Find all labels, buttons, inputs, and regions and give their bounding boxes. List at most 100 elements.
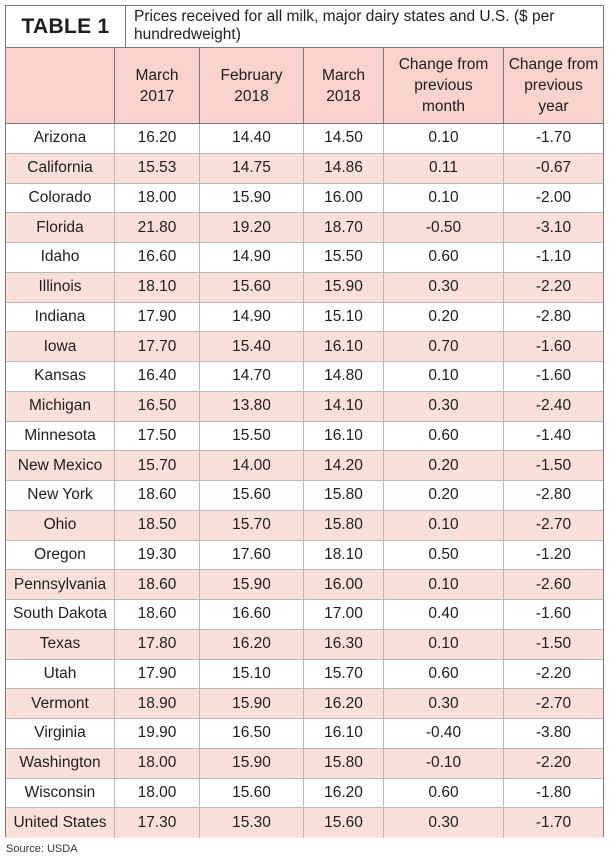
table-row: Colorado 18.00 15.90 16.00 0.10 -2.00 [6, 183, 603, 214]
header-cell: March 2018 [304, 48, 384, 123]
state-name-cell: Wisconsin [6, 778, 115, 808]
value-cell: -1.20 [535, 545, 572, 563]
value-cell: 15.60 [200, 778, 304, 808]
value-cell: 16.20 [304, 778, 384, 808]
value-cell: 16.50 [115, 391, 200, 421]
value-cell: 16.30 [304, 629, 384, 659]
table-body: Arizona 16.20 14.40 14.50 0.10 -1.70 Californi… [6, 124, 603, 838]
value-cell: 0.20 [384, 481, 504, 510]
value-cell: 15.10 [304, 302, 384, 332]
table-row: United States 17.30 15.30 15.60 0.30 -1.70 [6, 808, 603, 838]
state-name-cell: California [6, 153, 115, 183]
value-cell: -3.80 [535, 724, 572, 742]
value-cell: 17.00 [304, 600, 384, 629]
value-cell: 0.30 [384, 808, 504, 838]
value-cell: 14.20 [304, 451, 384, 480]
value-cell: 15.40 [200, 332, 304, 361]
value-cell: 15.70 [200, 510, 304, 540]
table-row: Vermont 18.90 15.90 16.20 0.30 -2.70 [6, 689, 603, 719]
value-cell: 16.60 [115, 243, 200, 272]
value-cell: 17.90 [115, 302, 200, 332]
header-cell-state [6, 48, 115, 123]
table-row: South Dakota 18.60 16.60 17.00 0.40 -1.60 [6, 600, 603, 630]
value-cell: -1.60 [535, 605, 572, 623]
table-row: Oregon 19.30 17.60 18.10 0.50 -1.20 [6, 540, 603, 571]
value-cell: -2.70 [535, 694, 572, 712]
table-row: Illinois 18.10 15.60 15.90 0.30 -2.20 [6, 272, 603, 303]
title-row: TABLE 1 Prices received for all milk, ma… [6, 6, 603, 48]
value-cell: -1.10 [535, 248, 572, 266]
value-cell: -1.60 [535, 367, 572, 385]
state-name-cell: Iowa [6, 332, 115, 361]
state-name-cell: Ohio [6, 510, 115, 540]
value-cell: 17.60 [200, 540, 304, 570]
state-name-cell: Kansas [6, 362, 115, 391]
table-row: New York 18.60 15.60 15.80 0.20 -2.80 [6, 481, 603, 511]
value-cell: 0.10 [384, 183, 504, 213]
value-cell: -2.80 [535, 486, 572, 504]
value-cell: 15.53 [115, 153, 200, 183]
value-cell: 18.10 [115, 272, 200, 302]
value-cell: 0.50 [384, 540, 504, 570]
value-cell: 18.70 [304, 213, 384, 242]
table-row: Ohio 18.50 15.70 15.80 0.10 -2.70 [6, 510, 603, 541]
value-cell: 16.20 [115, 124, 200, 153]
value-cell: 0.30 [384, 272, 504, 302]
value-cell: 18.00 [115, 778, 200, 808]
state-name-cell: New Mexico [6, 451, 115, 480]
value-cell: 0.60 [384, 778, 504, 808]
value-cell: 18.50 [115, 510, 200, 540]
value-cell: 15.50 [304, 243, 384, 272]
value-cell: -2.40 [535, 397, 572, 415]
value-cell: 18.60 [115, 600, 200, 629]
value-cell: 0.60 [384, 659, 504, 689]
state-name-cell: New York [6, 481, 115, 510]
value-cell: 14.90 [200, 302, 304, 332]
value-cell: 0.30 [384, 689, 504, 718]
value-cell: 19.20 [200, 213, 304, 242]
value-cell: 18.60 [115, 481, 200, 510]
value-cell: 18.00 [115, 748, 200, 778]
table-row: Wisconsin 18.00 15.60 16.20 0.60 -1.80 [6, 778, 603, 809]
state-name-cell: Utah [6, 659, 115, 689]
state-name-cell: Pennsylvania [6, 570, 115, 599]
value-cell: -1.60 [535, 337, 572, 355]
source-note: Source: USDA [6, 843, 78, 855]
value-cell: 14.80 [304, 362, 384, 391]
value-cell: 19.30 [115, 540, 200, 570]
value-cell: 14.70 [200, 362, 304, 391]
value-cell: 15.70 [304, 659, 384, 689]
header-cell: Change from previous year [508, 56, 599, 115]
table-row: Indiana 17.90 14.90 15.10 0.20 -2.80 [6, 302, 603, 333]
table-row: Utah 17.90 15.10 15.70 0.60 -2.20 [6, 659, 603, 690]
value-cell: 15.90 [200, 689, 304, 718]
value-cell: 17.30 [115, 808, 200, 838]
state-name-cell: Virginia [6, 719, 115, 748]
table-caption: Prices received for all milk, major dair… [134, 8, 555, 43]
table-row: Arizona 16.20 14.40 14.50 0.10 -1.70 [6, 124, 603, 154]
table-row: Iowa 17.70 15.40 16.10 0.70 -1.60 [6, 332, 603, 362]
value-cell: 0.60 [384, 421, 504, 451]
value-cell: 15.70 [115, 451, 200, 480]
state-name-cell: South Dakota [6, 600, 115, 629]
value-cell: -1.50 [535, 456, 572, 474]
table-label: TABLE 1 [6, 6, 126, 47]
table-row: Idaho 16.60 14.90 15.50 0.60 -1.10 [6, 243, 603, 273]
value-cell: 15.80 [304, 510, 384, 540]
value-cell: 15.90 [304, 272, 384, 302]
value-cell: 16.10 [304, 421, 384, 451]
value-cell: -0.10 [384, 748, 504, 778]
value-cell: 0.10 [384, 362, 504, 391]
value-cell: -2.80 [535, 307, 572, 325]
value-cell: 0.20 [384, 451, 504, 480]
value-cell: 16.00 [304, 183, 384, 213]
state-name-cell: United States [6, 808, 115, 838]
table-row: Florida 21.80 19.20 18.70 -0.50 -3.10 [6, 213, 603, 243]
value-cell: 14.10 [304, 391, 384, 421]
value-cell: 0.70 [384, 332, 504, 361]
value-cell: 16.10 [304, 332, 384, 361]
value-cell: -2.20 [535, 664, 572, 682]
header-row: March 2017 February 2018 March 2018 Change … [6, 48, 603, 124]
table-row: Washington 18.00 15.90 15.80 -0.10 -2.20 [6, 748, 603, 779]
value-cell: 0.10 [384, 629, 504, 659]
